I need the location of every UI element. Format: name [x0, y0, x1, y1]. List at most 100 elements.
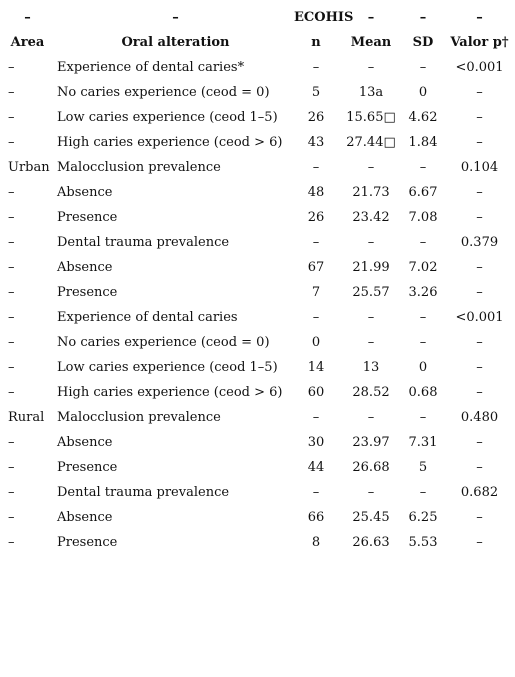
- cell-mean: –: [367, 335, 375, 350]
- cell-p-value: –: [476, 210, 483, 225]
- cell-mean: 26.63: [352, 535, 390, 550]
- table-row: – Dental trauma prevalence – – – 0.379: [0, 230, 515, 255]
- table-row: – Absence 30 23.97 7.31 –: [0, 430, 515, 455]
- cell-n: 43: [307, 135, 325, 150]
- cell-mean: 25.45: [352, 510, 390, 525]
- cell-oral-alteration: Low caries experience (ceod 1–5): [57, 360, 278, 375]
- cell-n: –: [312, 410, 320, 425]
- cell-mean: 15.65□: [346, 110, 396, 125]
- cell-mean: –: [367, 235, 375, 250]
- cell-oral-alteration: Dental trauma prevalence: [57, 235, 230, 250]
- cell-mean: –: [367, 485, 375, 500]
- cell-oral-alteration: Presence: [57, 460, 118, 475]
- cell-area: –: [8, 435, 15, 450]
- cell-n: 30: [307, 435, 325, 450]
- header-oral-alteration: Oral alteration: [121, 35, 230, 50]
- cell-area: –: [8, 235, 15, 250]
- table-body: – Experience of dental caries* – – – <0.001 – N…: [0, 55, 515, 555]
- cell-mean: 23.42: [352, 210, 390, 225]
- cell-oral-alteration: Malocclusion prevalence: [57, 160, 221, 175]
- cell-area: –: [8, 335, 15, 350]
- cell-area: –: [8, 310, 15, 325]
- cell-sd: 4.62: [408, 110, 438, 125]
- table-row: – Experience of dental caries* – – – <0.001: [0, 55, 515, 80]
- cell-area: –: [8, 460, 15, 475]
- cell-mean: 23.97: [352, 435, 390, 450]
- cell-mean: 27.44□: [346, 135, 396, 150]
- cell-mean: 21.73: [352, 185, 390, 200]
- cell-p-value: 0.379: [460, 235, 499, 250]
- cell-sd: –: [419, 335, 427, 350]
- cell-p-value: –: [476, 85, 483, 100]
- cell-n: –: [312, 160, 320, 175]
- cell-p-value: 0.104: [460, 160, 499, 175]
- cell-sd: 7.08: [408, 210, 438, 225]
- cell-n: 48: [307, 185, 325, 200]
- ecohis-oral-alteration-table: – – ECOHIS – – – Area Oral alteration n …: [0, 5, 515, 555]
- cell-n: 5: [311, 85, 321, 100]
- cell-p-value: 0.480: [460, 410, 499, 425]
- cell-mean: –: [367, 310, 375, 325]
- table-row: – Absence 66 25.45 6.25 –: [0, 505, 515, 530]
- cell-area: –: [8, 285, 15, 300]
- cell-area: –: [8, 110, 15, 125]
- cell-p-value: –: [476, 535, 483, 550]
- cell-sd: –: [419, 60, 427, 75]
- cell-mean: 13a: [358, 85, 384, 100]
- header-area: Area: [10, 35, 45, 50]
- cell-sd: 5: [418, 460, 428, 475]
- table-row: – High caries experience (ceod > 6) 60 28.5…: [0, 380, 515, 405]
- cell-area: –: [8, 60, 15, 75]
- cell-n: –: [312, 235, 320, 250]
- cell-area: –: [8, 485, 15, 500]
- header-p-value: Valor p†: [450, 35, 509, 50]
- cell-sd: –: [419, 310, 427, 325]
- table-row: – Experience of dental caries – – – <0.001: [0, 305, 515, 330]
- cell-oral-alteration: Presence: [57, 535, 118, 550]
- cell-oral-alteration: Absence: [57, 185, 113, 200]
- table-row: – Presence 44 26.68 5 –: [0, 455, 515, 480]
- cell-n: 8: [311, 535, 321, 550]
- cell-mean: 26.68: [352, 460, 390, 475]
- cell-n: 60: [307, 385, 325, 400]
- cell-n: –: [312, 485, 320, 500]
- cell-oral-alteration: Absence: [57, 435, 113, 450]
- table-row: – Absence 48 21.73 6.67 –: [0, 180, 515, 205]
- cell-p-value: –: [476, 185, 483, 200]
- cell-n: –: [312, 60, 320, 75]
- cell-oral-alteration: Low caries experience (ceod 1–5): [57, 110, 278, 125]
- cell-n: 26: [307, 210, 325, 225]
- cell-sd: 7.31: [408, 435, 438, 450]
- cell-mean: –: [367, 410, 375, 425]
- cell-p-value: –: [476, 460, 483, 475]
- cell-mean: 25.57: [352, 285, 390, 300]
- cell-n: 67: [307, 260, 325, 275]
- cell-sd: 0.68: [408, 385, 438, 400]
- cell-oral-alteration: Malocclusion prevalence: [57, 410, 221, 425]
- table-row: – Presence 7 25.57 3.26 –: [0, 280, 515, 305]
- cell-p-value: –: [476, 335, 483, 350]
- cell-oral-alteration: No caries experience (ceod = 0): [57, 85, 270, 100]
- table-header: – – ECOHIS – – – Area Oral alteration n …: [0, 5, 515, 55]
- cell-area: –: [8, 210, 15, 225]
- cell-mean: 13: [362, 360, 380, 375]
- table-row: – Low caries experience (ceod 1–5) 14 13 0 –: [0, 355, 515, 380]
- table-row: – No caries experience (ceod = 0) 0 – – –: [0, 330, 515, 355]
- table-row: – High caries experience (ceod > 6) 43 27.4…: [0, 130, 515, 155]
- cell-p-value: –: [476, 285, 483, 300]
- header-top-area-cell: –: [24, 10, 31, 25]
- cell-oral-alteration: High caries experience (ceod > 6): [57, 135, 283, 150]
- table-row: – Presence 26 23.42 7.08 –: [0, 205, 515, 230]
- cell-mean: –: [367, 60, 375, 75]
- table-row: – Dental trauma prevalence – – – 0.682: [0, 480, 515, 505]
- cell-oral-alteration: Experience of dental caries: [57, 310, 238, 325]
- cell-p-value: –: [476, 110, 483, 125]
- cell-sd: –: [419, 160, 427, 175]
- cell-sd: 6.67: [408, 185, 438, 200]
- cell-n: 26: [307, 110, 325, 125]
- cell-p-value: <0.001: [455, 60, 504, 75]
- cell-oral-alteration: No caries experience (ceod = 0): [57, 335, 270, 350]
- table-row: – No caries experience (ceod = 0) 5 13a 0 –: [0, 80, 515, 105]
- cell-sd: 1.84: [408, 135, 438, 150]
- cell-mean: 28.52: [352, 385, 390, 400]
